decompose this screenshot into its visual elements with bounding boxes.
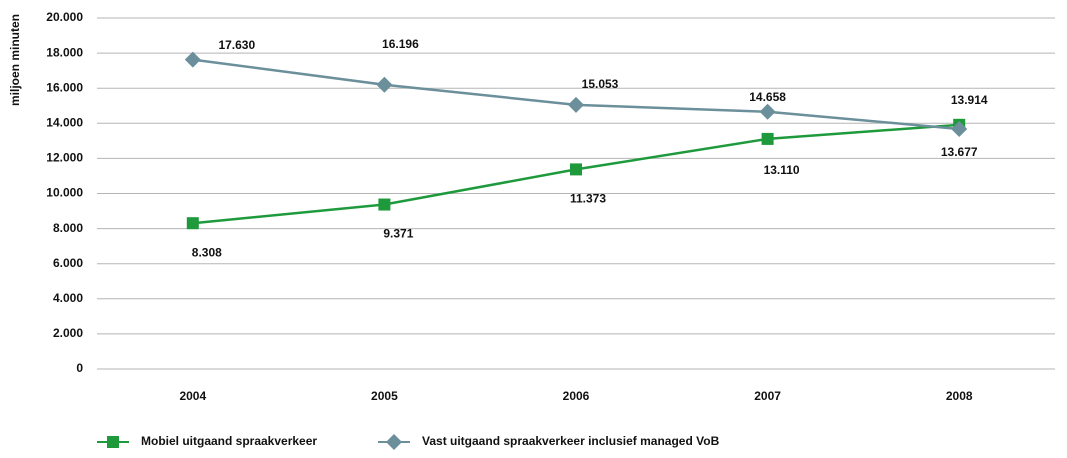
y-tick-label: 6.000 xyxy=(53,256,83,270)
data-point xyxy=(378,198,391,211)
legend-label: Vast uitgaand spraakverkeer inclusief ma… xyxy=(422,434,720,448)
y-tick-label: 18.000 xyxy=(46,45,83,59)
x-tick-label: 2004 xyxy=(179,389,206,403)
series-line xyxy=(192,58,960,131)
legend-marker xyxy=(107,436,119,448)
data-point xyxy=(376,76,393,93)
y-tick-label: 2.000 xyxy=(53,326,83,340)
data-point xyxy=(186,217,199,230)
data-label: 11.373 xyxy=(570,192,606,206)
data-point xyxy=(184,51,201,68)
y-axis-label: miljoen minuten xyxy=(8,14,22,106)
legend-label: Mobiel uitgaand spraakverkeer xyxy=(141,434,317,448)
y-tick-label: 20.000 xyxy=(46,10,83,24)
x-tick-label: 2007 xyxy=(754,389,781,403)
data-label: 13.677 xyxy=(941,145,978,159)
legend-marker xyxy=(386,434,402,450)
y-tick-label: 8.000 xyxy=(53,221,83,235)
x-tick-label: 2005 xyxy=(371,389,398,403)
data-point xyxy=(761,132,774,145)
y-tick-label: 10.000 xyxy=(46,186,83,200)
data-point xyxy=(568,96,584,113)
y-tick-label: 12.000 xyxy=(46,151,83,165)
x-tick-label: 2006 xyxy=(563,389,590,403)
data-point xyxy=(951,120,968,137)
data-label: 13.914 xyxy=(951,93,988,107)
data-label: 16.196 xyxy=(382,37,419,51)
data-label: 15.053 xyxy=(582,77,619,91)
y-tick-label: 4.000 xyxy=(53,291,83,305)
data-point xyxy=(759,103,776,120)
y-tick-label: 16.000 xyxy=(46,80,83,94)
data-label: 9.371 xyxy=(383,227,413,241)
data-label: 17.630 xyxy=(218,38,255,52)
data-label: 13.110 xyxy=(764,163,800,177)
data-label: 8.308 xyxy=(192,245,222,259)
data-point xyxy=(570,163,582,176)
data-label: 14.658 xyxy=(749,90,786,104)
y-tick-label: 0 xyxy=(76,361,83,375)
x-tick-label: 2008 xyxy=(946,389,973,403)
y-tick-label: 14.000 xyxy=(46,115,83,129)
